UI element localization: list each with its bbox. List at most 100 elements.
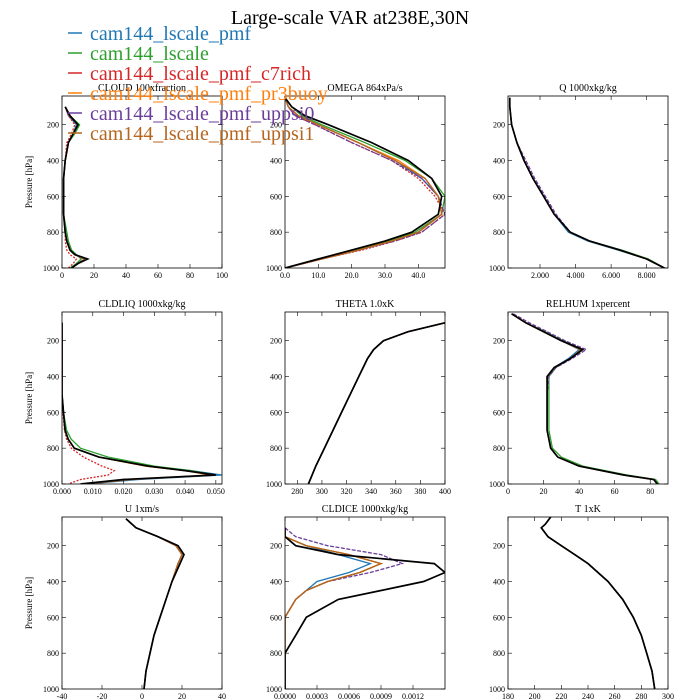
series-line-0	[509, 97, 665, 268]
series-group	[540, 517, 656, 689]
x-tick-label: 380	[414, 487, 426, 496]
y-tick-label: 400	[493, 373, 505, 382]
y-tick-label: 600	[270, 408, 282, 417]
series-line-4	[62, 322, 216, 484]
y-tick-label: 600	[47, 192, 59, 201]
x-tick-label: 240	[582, 692, 594, 700]
reference-line	[125, 518, 185, 689]
series-group	[62, 322, 222, 484]
y-tick-label: 1000	[43, 480, 59, 489]
panel-title: CLDICE 1000xkg/kg	[322, 504, 408, 515]
x-tick-label: 20	[178, 692, 186, 700]
panel-8: T 1xK 180 200 220 240 260 280 300 200 400 600 800 10…	[489, 504, 674, 700]
y-tick-label: 1000	[43, 264, 59, 273]
x-tick-label: 180	[502, 692, 514, 700]
series-line-2	[285, 527, 383, 689]
x-tick-label: 20	[90, 271, 98, 280]
y-tick-label: 200	[270, 121, 282, 130]
x-tick-label: 0	[60, 271, 64, 280]
x-tick-label: -20	[97, 692, 108, 700]
reference-line	[508, 97, 665, 268]
legend-entry: cam144_lscale_pmf_uppsi0	[90, 103, 314, 125]
y-tick-label: 800	[270, 649, 282, 658]
x-tick-label: 0.0000	[274, 692, 296, 700]
y-tick-label: 200	[493, 121, 505, 130]
x-tick-label: 0	[506, 487, 510, 496]
y-tick-label: 200	[270, 542, 282, 551]
plot-frame	[507, 95, 669, 269]
panel-title: THETA 1.0xK	[336, 299, 395, 310]
x-tick-label: 30.0	[378, 271, 392, 280]
series-line-1	[285, 97, 445, 268]
y-tick-label: 1000	[266, 685, 282, 694]
x-tick-label: 400	[439, 487, 451, 496]
x-tick-label: 80	[186, 271, 194, 280]
y-tick-label: 800	[47, 444, 59, 453]
y-tick-label: 800	[47, 228, 59, 237]
x-tick-label: 10.0	[311, 271, 325, 280]
panel-title: OMEGA 864xPa/s	[327, 83, 402, 94]
series-line-5	[285, 527, 383, 689]
series-group	[285, 97, 445, 268]
x-tick-label: 0	[140, 692, 144, 700]
series-line-2	[62, 322, 116, 484]
y-tick-label: 400	[47, 578, 59, 587]
x-tick-label: 280	[635, 692, 647, 700]
reference-line	[307, 321, 445, 484]
y-tick-label: 600	[270, 192, 282, 201]
panel-title: RELHUM 1xpercent	[546, 299, 630, 310]
x-tick-label: 0.000	[53, 487, 71, 496]
panel-5: RELHUM 1xpercent 0 20 40 60 80 200 400 600 800 100…	[489, 299, 669, 496]
y-tick-label: 400	[493, 157, 505, 166]
y-tick-label: 1000	[266, 264, 282, 273]
x-tick-label: 0.0003	[306, 692, 328, 700]
series-line-1	[285, 527, 383, 689]
reference-line	[540, 517, 656, 689]
x-tick-label: 100	[216, 271, 228, 280]
series-line-1	[511, 313, 660, 484]
panel-title: CLDLIQ 1000xkg/kg	[99, 299, 186, 310]
series-line-1	[509, 97, 665, 268]
x-tick-label: 0.050	[207, 487, 225, 496]
series-group	[307, 321, 445, 484]
reference-line	[62, 106, 90, 268]
y-tick-label: 400	[47, 157, 59, 166]
plot-frame	[61, 95, 223, 269]
panel-1: OMEGA 864xPa/s 0.0 10.0 20.0 30.0 40.0 200 400 6…	[266, 83, 446, 280]
x-tick-label: 300	[662, 692, 674, 700]
y-tick-label: 800	[493, 444, 505, 453]
y-tick-label: 600	[493, 613, 505, 622]
y-tick-label: 600	[47, 613, 59, 622]
y-tick-label: 800	[270, 444, 282, 453]
series-line-3	[511, 313, 658, 484]
reference-line	[62, 322, 216, 484]
x-tick-label: 60	[611, 487, 619, 496]
plot-frame	[61, 516, 223, 690]
figure-title: Large-scale VAR at238E,30N	[231, 7, 469, 29]
x-tick-label: 40	[122, 271, 130, 280]
x-tick-label: 0.0012	[402, 692, 424, 700]
y-tick-label: 400	[270, 578, 282, 587]
x-tick-label: 20.0	[345, 271, 359, 280]
series-group	[511, 313, 660, 484]
y-tick-label: 400	[493, 578, 505, 587]
x-tick-label: 20	[540, 487, 548, 496]
x-tick-label: -40	[57, 692, 68, 700]
series-group	[62, 106, 90, 268]
x-tick-label: 340	[365, 487, 377, 496]
series-line-0	[62, 322, 222, 484]
series-line-0	[511, 313, 658, 484]
panel-title: CLOUD 100xfraction	[98, 83, 186, 94]
x-tick-label: 280	[291, 487, 303, 496]
series-line-5	[285, 97, 443, 268]
series-line-4	[512, 313, 658, 484]
panel-title: T 1xK	[575, 504, 601, 515]
x-tick-label: 0.0009	[370, 692, 392, 700]
series-line-3	[285, 527, 383, 689]
x-tick-label: 4.000	[567, 271, 585, 280]
series-line-2	[285, 97, 445, 268]
series-line-5	[62, 322, 216, 484]
x-tick-label: 2.000	[531, 271, 549, 280]
plot-frame	[507, 516, 669, 690]
